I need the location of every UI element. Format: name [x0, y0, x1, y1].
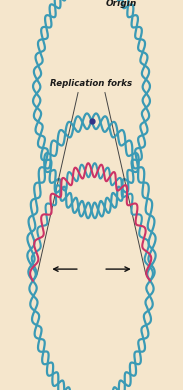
Text: Origin: Origin: [106, 0, 137, 9]
Text: Replication forks: Replication forks: [51, 79, 132, 88]
